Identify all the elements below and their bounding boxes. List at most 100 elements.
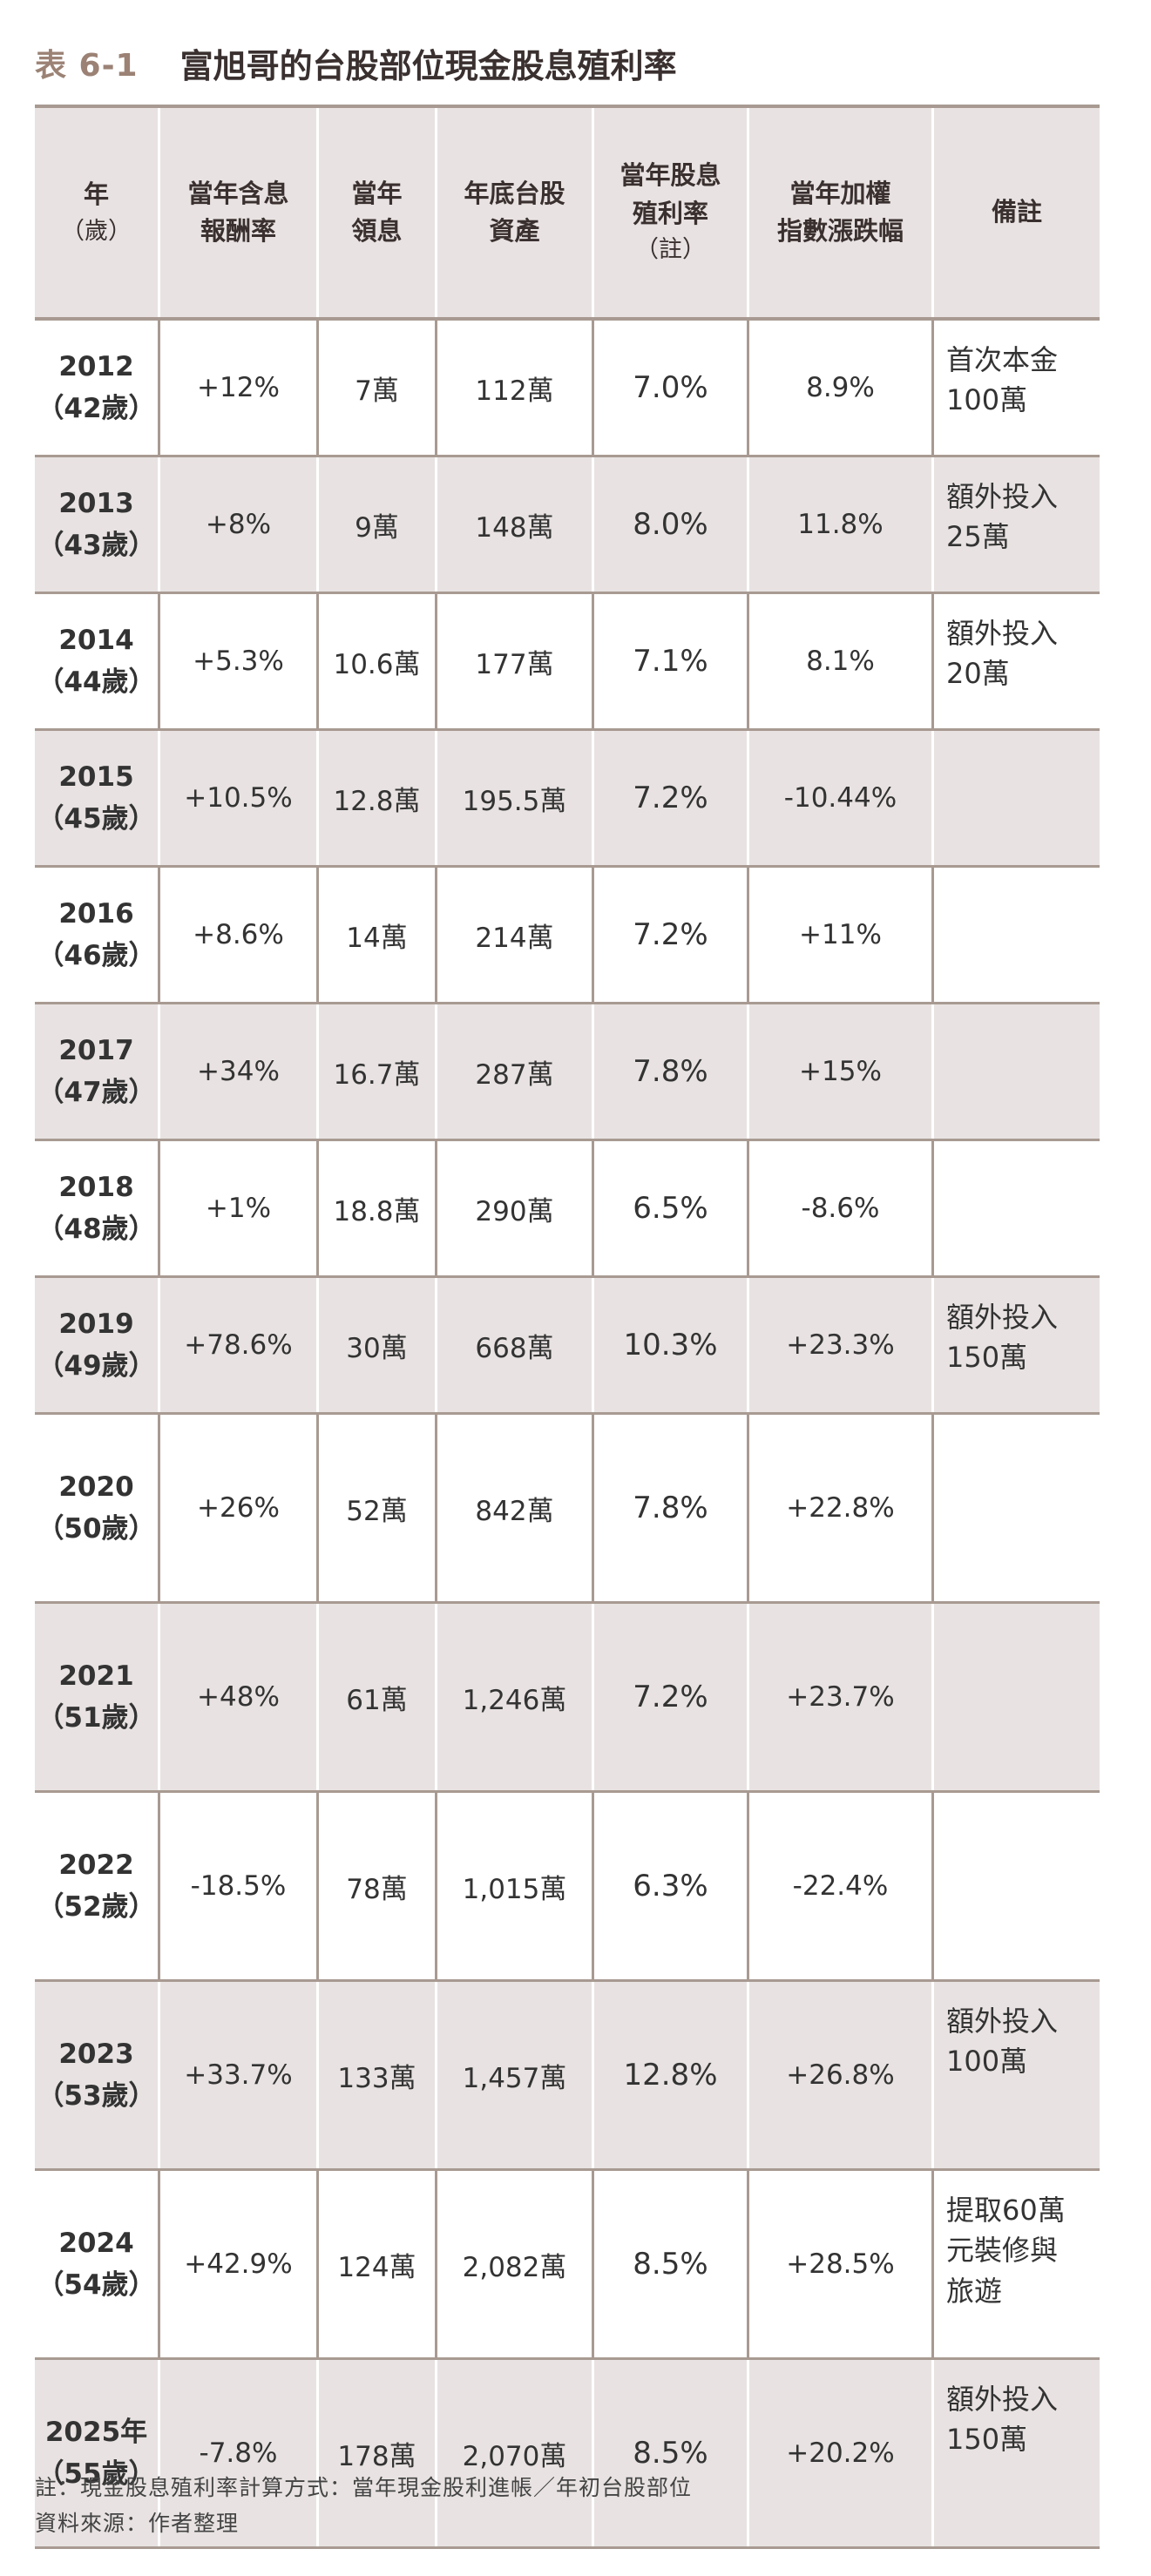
table-row: 2014 （44歲） +5.3% 10.6萬 177萬 7.1% 8.1% 額外投入 20萬 [35,594,1100,731]
table-row: 2012 （42歲） +12% 7萬 112萬 7.0% 8.9% 首次本金 100萬 [35,321,1100,457]
cell-year-age: 2021 （51歲） [35,1604,160,1790]
header-line: 資產 [489,216,540,246]
table-number: 表 6-1 [35,48,139,84]
header-line: 當年股息 [620,160,721,191]
cell-return: +48% [160,1604,319,1790]
cell-index-change: -22.4% [749,1793,934,1979]
table-row: 2015 （45歲） +10.5% 12.8萬 195.5萬 7.2% -10.44% [35,731,1100,868]
cell-asset: 1,457萬 [437,1982,594,2168]
cell-return: +8% [160,457,319,592]
cell-index-change: 8.9% [749,321,934,455]
dividend-yield-table: 年（歲） 當年含息 報酬率 當年 領息 年底台股 資產 當年股息 殖利率 （註） 當年加權 指數漲跌幅… [35,105,1100,2549]
cell-asset: 112萬 [437,321,594,455]
year-value: 2024 [58,2227,134,2259]
cell-yield: 7.1% [594,594,749,728]
header-line: 年底台股 [464,178,565,208]
cell-yield: 10.3% [594,1278,749,1412]
cell-asset: 290萬 [437,1141,594,1275]
cell-remark: 首次本金 100萬 [946,343,1059,417]
table-header-row: 年（歲） 當年含息 報酬率 當年 領息 年底台股 資產 當年股息 殖利率 （註） 當年加權 指數漲跌幅… [35,108,1100,321]
cell-index-change: -10.44% [749,731,934,865]
year-value: 2022 [58,1849,134,1881]
year-value: 2014 [58,624,134,656]
age-value: （45歲） [37,803,156,835]
year-value: 2016 [58,897,134,930]
table-body: 2012 （42歲） +12% 7萬 112萬 7.0% 8.9% 首次本金 100萬 2013… [35,321,1100,2549]
table-row: 2023 （53歲） +33.7% 133萬 1,457萬 12.8% +26.8% 額外投入… [35,1982,1100,2171]
header-line: 殖利率 [632,198,708,228]
cell-yield: 6.3% [594,1793,749,1979]
cell-asset: 214萬 [437,868,594,1002]
cell-index-change: 11.8% [749,457,934,592]
cell-dividend: 12.8萬 [319,731,437,865]
cell-index-change: +22.8% [749,1415,934,1601]
header-asset: 年底台股 資產 [437,108,594,317]
cell-return: +78.6% [160,1278,319,1412]
cell-index-change: +23.7% [749,1604,934,1790]
cell-asset: 2,082萬 [437,2171,594,2357]
table-row: 2018 （48歲） +1% 18.8萬 290萬 6.5% -8.6% [35,1141,1100,1278]
cell-year-age: 2017 （47歲） [35,1004,160,1139]
cell-yield: 7.8% [594,1415,749,1601]
cell-remark: 額外投入 25萬 [946,480,1059,554]
cell-year-age: 2013 （43歲） [35,457,160,592]
table-row: 2025年 （55歲） -7.8% 178萬 2,070萬 8.5% +20.2% 額外投入 … [35,2360,1100,2549]
age-value: （44歲） [37,666,156,698]
cell-index-change: +28.5% [749,2171,934,2357]
cell-remark [934,1141,1100,1275]
cell-year-age: 2019 （49歲） [35,1278,160,1412]
cell-asset: 1,246萬 [437,1604,594,1790]
table-title: 表 6-1 富旭哥的台股部位現金股息殖利率 [35,37,677,89]
year-value: 2023 [58,2038,134,2070]
cell-yield: 8.0% [594,457,749,592]
cell-dividend: 10.6萬 [319,594,437,728]
age-value: （43歲） [37,530,156,561]
cell-index-change: -8.6% [749,1141,934,1275]
age-value: （52歲） [37,1891,156,1923]
cell-dividend: 52萬 [319,1415,437,1601]
cell-asset: 177萬 [437,594,594,728]
year-value: 2015 [58,761,134,793]
footnote-formula: 註：現金股息殖利率計算方式：當年現金股利進帳／年初台股部位 [35,2475,693,2500]
year-value: 2021 [58,1660,134,1692]
table-row: 2020 （50歲） +26% 52萬 842萬 7.8% +22.8% [35,1415,1100,1604]
cell-asset: 2,070萬 [437,2360,594,2546]
cell-dividend: 178萬 [319,2360,437,2546]
age-value: （42歲） [37,393,156,424]
cell-asset: 287萬 [437,1004,594,1139]
cell-yield: 7.2% [594,1604,749,1790]
header-line: （註） [634,236,706,264]
cell-dividend: 30萬 [319,1278,437,1412]
cell-year-age: 2014 （44歲） [35,594,160,728]
cell-yield: 12.8% [594,1982,749,2168]
cell-yield: 7.8% [594,1004,749,1139]
cell-year-age: 2022 （52歲） [35,1793,160,1979]
header-remark: 備註 [934,108,1100,317]
cell-dividend: 18.8萬 [319,1141,437,1275]
cell-return: +12% [160,321,319,455]
cell-dividend: 9萬 [319,457,437,592]
cell-dividend: 16.7萬 [319,1004,437,1139]
cell-return: +8.6% [160,868,319,1002]
header-line: 指數漲跌幅 [776,216,904,246]
table-row: 2017 （47歲） +34% 16.7萬 287萬 7.8% +15% [35,1004,1100,1141]
age-value: （46歲） [37,940,156,971]
header-line: 當年含息 [187,178,289,208]
cell-yield: 6.5% [594,1141,749,1275]
cell-asset: 842萬 [437,1415,594,1601]
header-return: 當年含息 報酬率 [160,108,319,317]
cell-yield: 7.2% [594,868,749,1002]
header-yield: 當年股息殖利率 （註） [594,108,749,317]
table-row: 2021 （51歲） +48% 61萬 1,246萬 7.2% +23.7% [35,1604,1100,1793]
cell-asset: 668萬 [437,1278,594,1412]
cell-index-change: +20.2% [749,2360,934,2546]
year-value: 2019 [58,1308,134,1340]
header-line: （歲） [61,217,132,245]
cell-year-age: 2012 （42歲） [35,321,160,455]
cell-remark [934,1604,1100,1790]
footnote-source: 資料來源：作者整理 [35,2511,240,2537]
cell-remark: 額外投入 100萬 [946,2005,1059,2079]
cell-return: +5.3% [160,594,319,728]
cell-asset: 195.5萬 [437,731,594,865]
cell-remark [934,868,1100,1002]
